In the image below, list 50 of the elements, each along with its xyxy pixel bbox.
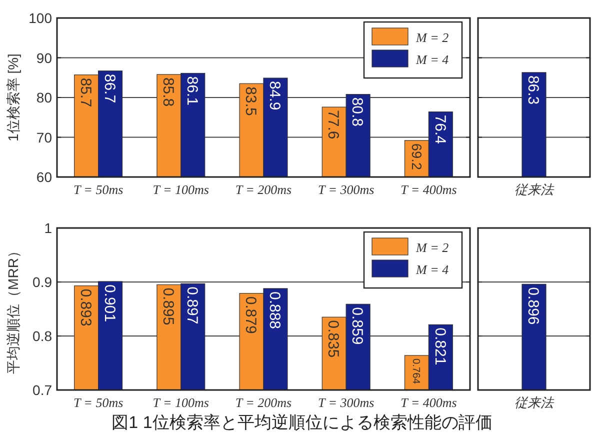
y-tick-label: 80: [36, 90, 52, 106]
data-label: 76.4: [431, 114, 448, 144]
x-tick-label: T = 300ms: [318, 182, 374, 197]
data-label: 0.888: [266, 291, 284, 330]
y-axis-title: 1位検索率 [%]: [5, 54, 21, 142]
x-tick-label: T = 200ms: [235, 182, 292, 197]
y-axis-title: 平均逆順位（MRR）: [5, 244, 21, 374]
legend-label: M = 2: [415, 30, 450, 45]
x-tick-label: T = 400ms: [400, 182, 457, 197]
legend-label: M = 4: [415, 262, 450, 277]
y-tick-label: 1: [44, 220, 52, 236]
data-label: 80.8: [348, 97, 366, 127]
data-label: 0.821: [431, 328, 448, 366]
y-tick-label: 0.9: [32, 274, 52, 290]
y-tick-label: 0.8: [32, 328, 52, 344]
data-label: 0.901: [100, 284, 118, 322]
data-label: 85.8: [160, 77, 177, 107]
x-tick-label: T = 100ms: [152, 182, 210, 197]
y-tick-label: 60: [36, 169, 52, 185]
data-label: 85.7: [76, 78, 94, 108]
data-label: 86.3: [524, 75, 542, 105]
data-label: 77.6: [324, 110, 342, 140]
x-tick-label: T = 400ms: [400, 395, 457, 410]
data-label: 86.1: [183, 76, 200, 106]
data-label: 0.879: [242, 296, 260, 334]
x-tick-label: 従来法: [514, 182, 554, 197]
data-label: 0.893: [76, 288, 94, 326]
x-tick-label: T = 50ms: [73, 395, 124, 410]
data-label: 86.7: [100, 74, 118, 104]
x-tick-label: T = 200ms: [235, 395, 292, 410]
y-tick-label: 90: [36, 50, 52, 66]
x-tick-label: T = 50ms: [73, 182, 124, 197]
caption: 図1 1位検索率と平均逆順位による検索性能の評価: [112, 413, 492, 432]
y-tick-label: 70: [36, 129, 52, 146]
data-label: 0.764: [410, 358, 422, 384]
x-tick-label: T = 100ms: [152, 395, 210, 410]
y-tick-label: 100: [28, 10, 52, 26]
x-tick-label: T = 300ms: [318, 395, 374, 410]
data-label: 0.859: [348, 307, 366, 345]
data-label: 84.9: [266, 81, 284, 110]
data-label: 83.5: [242, 86, 260, 116]
x-tick-label: 従来法: [514, 395, 554, 410]
data-label: 0.835: [324, 320, 342, 358]
data-label: 0.897: [183, 286, 200, 324]
data-label: 0.895: [160, 288, 177, 326]
legend-label: M = 2: [415, 240, 450, 255]
y-tick-label: 0.7: [32, 382, 52, 398]
legend-label: M = 4: [415, 52, 450, 67]
data-label: 0.896: [524, 287, 542, 325]
data-label: 69.2: [408, 143, 424, 170]
